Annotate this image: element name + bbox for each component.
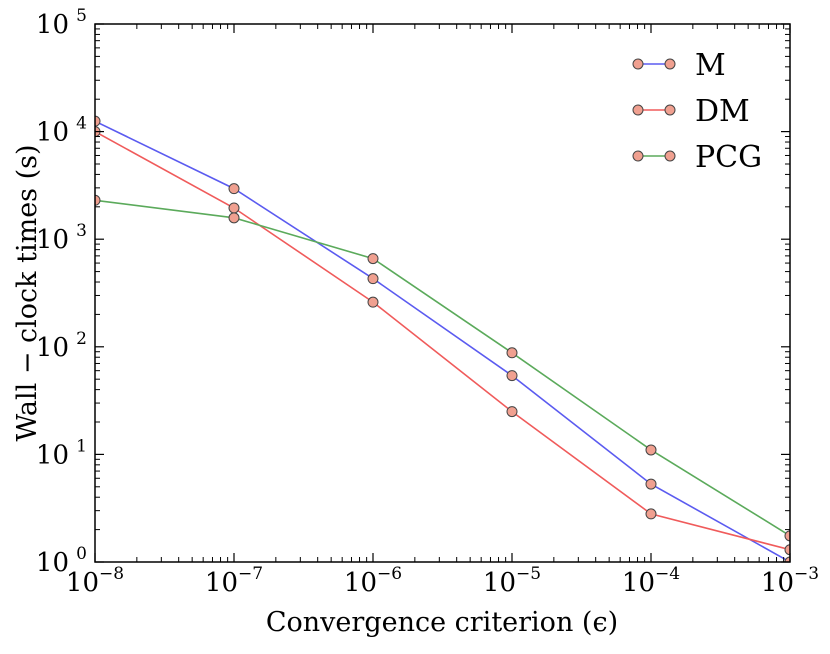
- y-tick-label: 10 5: [36, 6, 87, 40]
- x-tick-label: 10−7: [205, 564, 263, 598]
- data-point-m: [367, 273, 379, 285]
- data-point-dm: [367, 296, 379, 308]
- data-point-m: [784, 556, 790, 562]
- axis-ticks: [94, 23, 791, 563]
- data-point-pcg: [645, 444, 657, 456]
- plot-frame: [94, 23, 791, 563]
- x-tick-label: 10−6: [344, 564, 402, 598]
- y-axis-title: Wall − clock times (s): [12, 144, 43, 441]
- data-point-dm: [645, 508, 657, 520]
- y-tick-label: 10 4: [36, 114, 87, 148]
- data-point-pcg: [228, 212, 240, 224]
- y-tick-label: 10 1: [36, 436, 87, 470]
- data-point-pcg: [506, 347, 518, 359]
- x-axis-title: Convergence criterion (ϵ): [266, 607, 618, 638]
- data-point-m: [506, 370, 518, 382]
- y-tick-label: 10 2: [36, 329, 87, 363]
- series-markers: [95, 115, 790, 562]
- legend-swatch-marker: [632, 104, 644, 116]
- y-tick-label: 10 3: [36, 221, 87, 255]
- legend-swatch-marker: [664, 104, 676, 116]
- legend-swatch-marker: [664, 58, 676, 70]
- y-tick-label: 10 0: [36, 544, 87, 578]
- x-tick-labels: 10−8 10−7 10−6 10−5 10−4 10−3: [66, 564, 819, 598]
- legend-label-dm: DM: [695, 94, 750, 129]
- data-point-m: [95, 115, 101, 127]
- legend: M DM PCG: [632, 48, 762, 175]
- legend-swatch-marker: [632, 150, 644, 162]
- legend-item-dm: DM: [632, 94, 750, 129]
- legend-swatch-marker: [664, 150, 676, 162]
- series-line-dm: [95, 130, 790, 551]
- data-point-dm: [228, 202, 240, 214]
- x-tick-label: 10−3: [761, 564, 819, 598]
- data-point-m: [645, 478, 657, 490]
- legend-item-m: M: [632, 48, 726, 83]
- x-tick-label: 10−5: [483, 564, 541, 598]
- legend-label-m: M: [695, 48, 726, 83]
- legend-label-pcg: PCG: [695, 140, 762, 175]
- data-point-pcg: [784, 530, 790, 542]
- legend-swatch-marker: [632, 58, 644, 70]
- data-point-dm: [784, 544, 790, 556]
- legend-item-pcg: PCG: [632, 140, 762, 175]
- series-line-pcg: [95, 199, 790, 537]
- series-lines: [95, 120, 790, 562]
- data-point-dm: [506, 406, 518, 418]
- data-point-pcg: [95, 194, 101, 206]
- x-tick-label: 10−8: [66, 564, 124, 598]
- data-point-pcg: [367, 253, 379, 265]
- x-tick-label: 10−4: [622, 564, 680, 598]
- series-line-m: [95, 120, 790, 562]
- data-point-m: [228, 183, 240, 195]
